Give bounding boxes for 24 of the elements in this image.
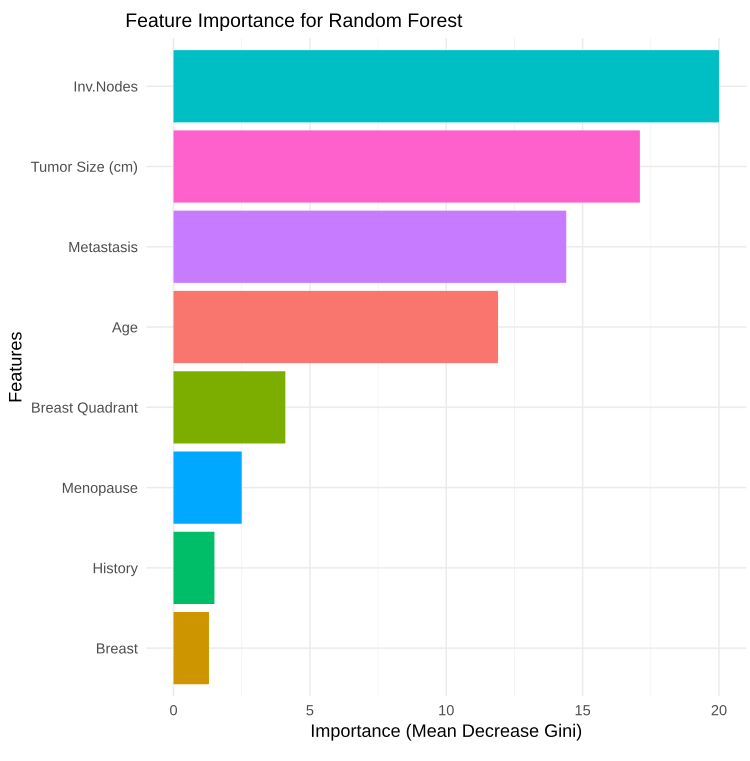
y-tick-label: Inv.Nodes (74, 80, 138, 92)
y-tick-label: History (94, 562, 138, 576)
x-tick-label: 0 (170, 705, 178, 716)
x-tick-label: 20 (712, 705, 727, 716)
y-tick-label: Age (112, 322, 138, 336)
bar (174, 371, 286, 444)
x-tick-label: 10 (439, 705, 454, 716)
y-tick-label: Menopause (62, 482, 138, 496)
bar (174, 130, 640, 203)
y-tick-label: Breast (96, 643, 138, 654)
bar (174, 532, 214, 604)
x-axis-title: Importance (Mean Decrease Gini) (312, 724, 582, 741)
bar (174, 50, 719, 122)
y-tick-label: Metastasis (69, 241, 138, 252)
bar (174, 210, 566, 283)
bar (174, 612, 209, 684)
x-tick-label: 15 (576, 705, 590, 716)
y-tick-label: Breast Quadrant (32, 402, 138, 416)
bar (174, 290, 498, 364)
y-axis-title: Features (8, 332, 22, 402)
y-tick-label: Tumor Size (cm) (31, 161, 138, 175)
x-tick-label: 5 (306, 705, 314, 716)
bar (174, 451, 242, 524)
chart-title: Feature Importance for Random Forest (126, 12, 462, 31)
